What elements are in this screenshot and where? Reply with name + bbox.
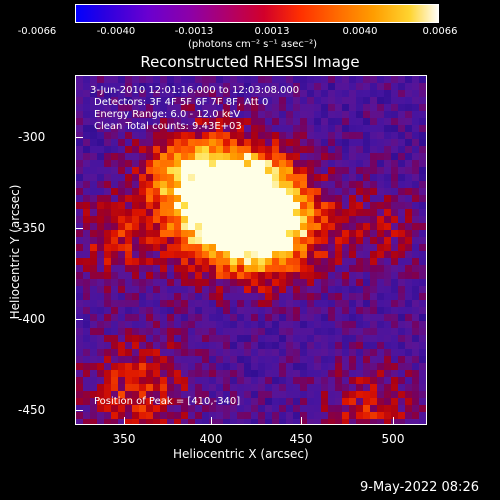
heatmap-canvas — [76, 76, 426, 424]
y-tick-mark — [75, 137, 83, 138]
info-line-energy: Energy Range: 6.0 - 12.0 keV — [94, 109, 241, 120]
colorbar-unit-label: (photons cm⁻² s⁻¹ asec⁻²) — [188, 39, 318, 50]
colorbar-frame — [75, 4, 439, 23]
y-tick-mark — [75, 228, 83, 229]
y-tick-label: -400 — [18, 312, 46, 326]
info-line-counts: Clean Total counts: 9.43E+03 — [94, 121, 242, 132]
x-tick-mark — [301, 417, 302, 425]
y-tick-label: -300 — [18, 130, 46, 144]
colorbar — [75, 4, 439, 23]
y-tick-label: -450 — [18, 403, 46, 417]
rhessi-image — [75, 75, 427, 425]
colorbar-tick-label: 0.0013 — [254, 26, 290, 37]
info-line-detectors: Detectors: 3F 4F 5F 6F 7F 8F, Att 0 — [94, 97, 269, 108]
colorbar-tick-label: 0.0040 — [342, 26, 378, 37]
y-tick-mark — [75, 319, 83, 320]
x-tick-label: 500 — [381, 432, 405, 446]
x-tick-label: 400 — [199, 432, 223, 446]
x-tick-label: 350 — [112, 432, 136, 446]
x-tick-label: 450 — [289, 432, 313, 446]
x-axis-label: Heliocentric X (arcsec) — [173, 447, 309, 461]
info-line-time: 3-Jun-2010 12:01:16.000 to 12:03:08.000 — [90, 85, 300, 96]
y-tick-mark — [75, 410, 83, 411]
x-tick-mark — [393, 417, 394, 425]
plot-timestamp: 9-May-2022 08:26 — [360, 480, 479, 495]
image-title: Reconstructed RHESSI Image — [140, 53, 360, 71]
x-tick-mark — [124, 417, 125, 425]
colorbar-tick-label: -0.0013 — [174, 26, 214, 37]
colorbar-tick-label: -0.0066 — [17, 26, 57, 37]
colorbar-tick-label: 0.0066 — [422, 26, 458, 37]
x-tick-mark — [211, 417, 212, 425]
y-axis-label: Heliocentric Y (arcsec) — [8, 184, 22, 320]
y-tick-label: -350 — [18, 221, 46, 235]
peak-position-label: Position of Peak = [410,-340] — [94, 396, 241, 407]
colorbar-tick-label: -0.0040 — [96, 26, 136, 37]
